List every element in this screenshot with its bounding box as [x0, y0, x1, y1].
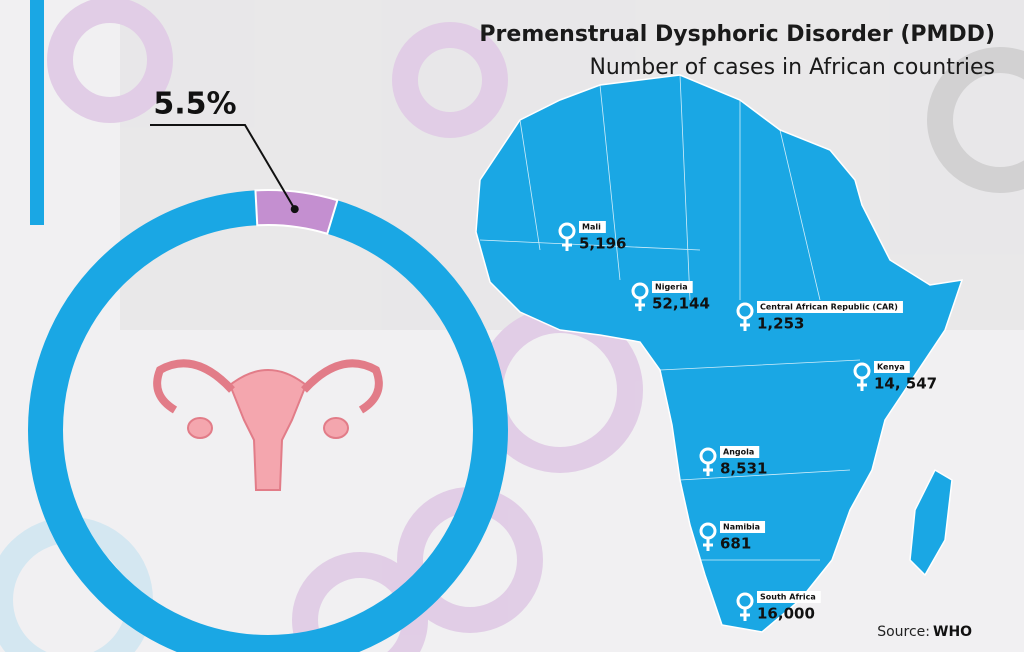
case-count: 1,253 [757, 315, 804, 333]
subtitle: Number of cases in African countries [589, 55, 995, 80]
source-name: WHO [933, 624, 972, 640]
donut-chart: 5.5% [28, 87, 508, 652]
africa-map [475, 74, 964, 633]
country-name: Central African Republic (CAR) [760, 303, 898, 312]
name-bg [720, 521, 766, 533]
title: Premenstrual Dysphoric Disorder (PMDD) [479, 22, 995, 47]
case-count: 8,531 [720, 460, 767, 478]
accent-bar [30, 0, 44, 225]
female-pin [699, 447, 717, 476]
country-name: Namibia [723, 523, 760, 532]
country-name: Nigeria [655, 283, 688, 292]
female-pin [631, 282, 649, 311]
country-name: Angola [723, 448, 754, 457]
female-pin [736, 592, 754, 621]
donut-value-label: 5.5% [153, 87, 236, 122]
case-count: 14, 547 [874, 375, 937, 393]
case-count: 681 [720, 535, 751, 553]
name-bg [874, 361, 910, 373]
name-bg [652, 281, 693, 293]
female-pin [558, 222, 576, 251]
name-bg [579, 221, 606, 233]
female-pin [699, 522, 717, 551]
country-name: South Africa [760, 593, 816, 602]
name-bg [757, 301, 903, 313]
female-pin [736, 302, 754, 331]
case-count: 5,196 [579, 235, 626, 253]
map-labels: Mali 5,196 Nigeria 52,144 Central African Re… [558, 221, 937, 623]
name-bg [720, 446, 760, 458]
country-name: Mali [582, 223, 601, 232]
source-label: Source: [877, 624, 930, 640]
case-count: 52,144 [652, 295, 710, 313]
case-count: 16,000 [757, 605, 815, 623]
uterus-illustration [153, 359, 383, 491]
name-bg [757, 591, 821, 603]
female-pin [853, 362, 871, 391]
leader-line [150, 124, 296, 210]
country-name: Kenya [877, 363, 905, 372]
